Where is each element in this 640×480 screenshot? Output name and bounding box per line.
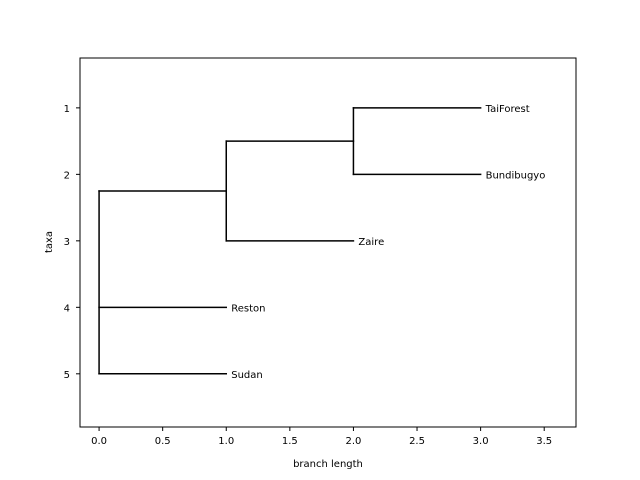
leaf-label: TaiForest [485,104,530,115]
x-axis-ticks: 0.0 0.5 1.0 1.5 2.0 2.5 3.0 3.5 [91,427,552,447]
x-tick-label: 3.5 [536,436,552,447]
leaf-label: Sudan [231,370,263,381]
x-tick-label: 2.5 [409,436,425,447]
x-axis-label: branch length [293,459,363,470]
y-axis-ticks: 1 2 3 4 5 [64,104,80,381]
x-tick-label: 0.5 [155,436,171,447]
y-axis-label: taxa [44,231,55,253]
leaf-label: Reston [231,303,265,314]
x-tick-label: 1.0 [218,436,234,447]
y-tick-label: 5 [64,370,70,381]
y-tick-label: 2 [64,170,70,181]
leaf-label: Zaire [358,237,384,248]
plot-frame [79,57,577,428]
x-tick-label: 2.0 [345,436,361,447]
x-tick-label: 1.5 [282,436,298,447]
x-tick-label: 0.0 [91,436,107,447]
y-tick-label: 3 [64,237,70,248]
y-tick-label: 4 [64,303,70,314]
leaf-label: Bundibugyo [486,170,546,181]
x-tick-label: 3.0 [473,436,489,447]
y-tick-label: 1 [64,104,70,115]
tree-branches [98,107,482,375]
leaf-labels: TaiForest Bundibugyo Zaire Reston Sudan [231,104,545,381]
